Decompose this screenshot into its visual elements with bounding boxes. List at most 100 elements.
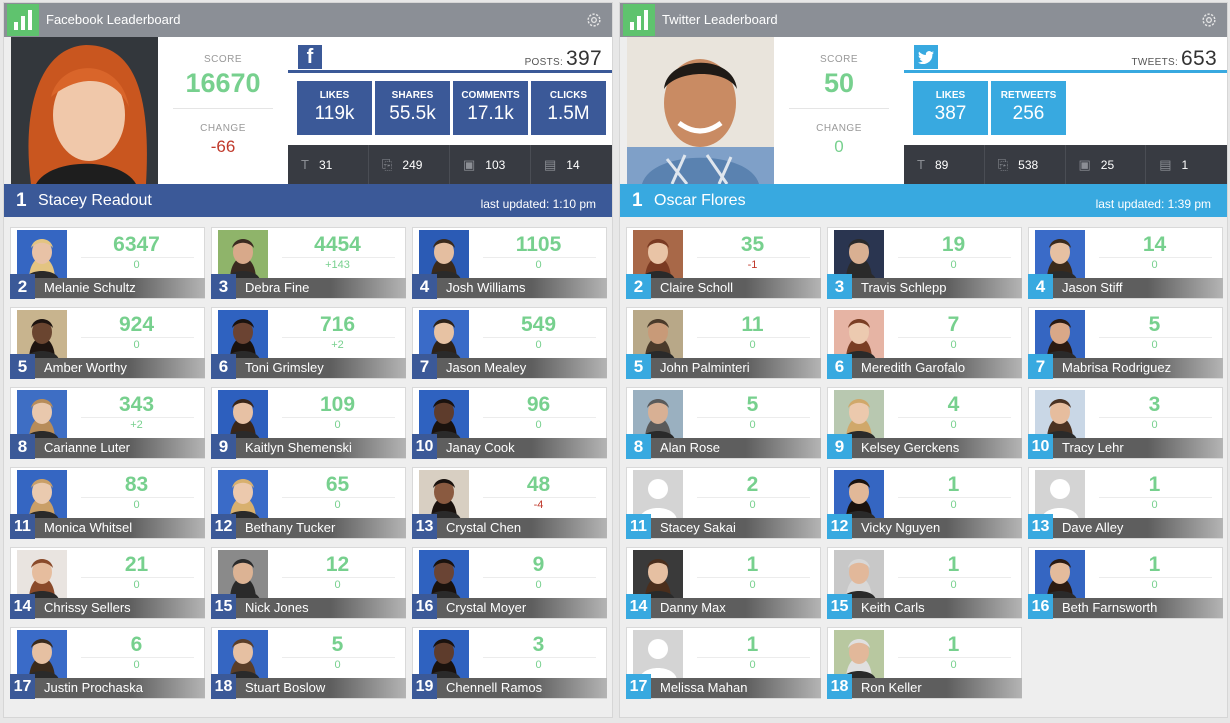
avatar bbox=[218, 470, 268, 520]
rank-badge: 13 bbox=[412, 514, 437, 539]
divider bbox=[697, 577, 810, 578]
card-change: 0 bbox=[133, 259, 140, 271]
ranking-card[interactable]: 14 0 Jason Stiff 4 bbox=[1028, 227, 1223, 299]
social-stats: TWEETS: 653 LIKES 387 RETWEETS 256 T 89 ⎘ 538… bbox=[904, 37, 1227, 184]
avatar bbox=[419, 310, 469, 360]
ranking-card[interactable]: 1 0 Ron Keller 18 bbox=[827, 627, 1022, 699]
card-name: Melanie Schultz bbox=[17, 278, 205, 298]
ranking-card[interactable]: 924 0 Amber Worthy 5 bbox=[10, 307, 205, 379]
ranking-card[interactable]: 65 0 Bethany Tucker 12 bbox=[211, 467, 406, 539]
ranking-card[interactable]: 9 0 Crystal Moyer 16 bbox=[412, 547, 607, 619]
metric-value: 55.5k bbox=[389, 103, 436, 124]
ranking-card[interactable]: 6347 0 Melanie Schultz 2 bbox=[10, 227, 205, 299]
avatar bbox=[1035, 230, 1085, 280]
ranking-card[interactable]: 109 0 Kaitlyn Shemenski 9 bbox=[211, 387, 406, 459]
accent-line bbox=[904, 70, 1227, 73]
ranking-card[interactable]: 11 0 John Palminteri 5 bbox=[626, 307, 821, 379]
divider bbox=[81, 337, 194, 338]
card-score: 21 bbox=[124, 553, 149, 576]
rank-badge: 8 bbox=[10, 434, 35, 459]
ranking-card[interactable]: 83 0 Monica Whitsel 11 bbox=[10, 467, 205, 539]
divider bbox=[81, 257, 194, 258]
ranking-card[interactable]: 549 0 Jason Mealey 7 bbox=[412, 307, 607, 379]
ranking-card[interactable]: 4454 +143 Debra Fine 3 bbox=[211, 227, 406, 299]
ranking-card[interactable]: 7 0 Meredith Garofalo 6 bbox=[827, 307, 1022, 379]
score-box: SCORE 50 CHANGE 0 bbox=[774, 37, 904, 184]
text-icon: T bbox=[301, 157, 309, 172]
ranking-card[interactable]: 1105 0 Josh Williams 4 bbox=[412, 227, 607, 299]
divider bbox=[898, 657, 1011, 658]
ranking-card[interactable]: 1 0 Beth Farnsworth 16 bbox=[1028, 547, 1223, 619]
divider bbox=[81, 657, 194, 658]
divider bbox=[282, 257, 395, 258]
ranking-card[interactable]: 3 0 Chennell Ramos 19 bbox=[412, 627, 607, 699]
rank-badge: 12 bbox=[211, 514, 236, 539]
ranking-card[interactable]: 1 0 Melissa Mahan 17 bbox=[626, 627, 821, 699]
card-score: 2 bbox=[746, 473, 759, 496]
ranking-card[interactable]: 48 -4 Crystal Chen 13 bbox=[412, 467, 607, 539]
avatar bbox=[218, 230, 268, 280]
avatar bbox=[17, 550, 67, 600]
gear-icon[interactable] bbox=[1200, 11, 1218, 29]
count-value: 89 bbox=[934, 157, 949, 172]
card-change: 0 bbox=[1151, 579, 1158, 591]
ranking-card[interactable]: 1 0 Vicky Nguyen 12 bbox=[827, 467, 1022, 539]
rank-badge: 14 bbox=[10, 594, 35, 619]
card-score: 6347 bbox=[113, 233, 160, 256]
bar-chart-icon bbox=[623, 4, 655, 36]
ranking-card[interactable]: 1 0 Danny Max 14 bbox=[626, 547, 821, 619]
rank-badge: 18 bbox=[827, 674, 852, 699]
card-score: 96 bbox=[526, 393, 551, 416]
rank-badge: 11 bbox=[626, 514, 651, 539]
metric-value: 387 bbox=[934, 103, 967, 124]
social-stats: f POSTS: 397 LIKES 119k SHARES 55.5k COMMEN… bbox=[288, 37, 612, 184]
ranking-card[interactable]: 5 0 Alan Rose 8 bbox=[626, 387, 821, 459]
card-name: Dave Alley bbox=[1035, 518, 1223, 538]
twitter-leaderboard-panel: Twitter Leaderboard SCORE 50 CHANGE 0 TW… bbox=[619, 2, 1228, 718]
text-posts: T 89 bbox=[904, 145, 985, 184]
rank-badge: 11 bbox=[10, 514, 35, 539]
ranking-card[interactable]: 3 0 Tracy Lehr 10 bbox=[1028, 387, 1223, 459]
card-score: 11 bbox=[741, 313, 764, 336]
ranking-card[interactable]: 1 0 Dave Alley 13 bbox=[1028, 467, 1223, 539]
photo-icon: ▣ bbox=[463, 156, 476, 172]
ranking-card[interactable]: 716 +2 Toni Grimsley 6 bbox=[211, 307, 406, 379]
gear-icon[interactable] bbox=[585, 11, 603, 29]
posts-value: 397 bbox=[566, 47, 602, 70]
rank-badge: 12 bbox=[827, 514, 852, 539]
rank-badge: 19 bbox=[412, 674, 437, 699]
rank-badge: 4 bbox=[1028, 274, 1053, 299]
ranking-card[interactable]: 2 0 Stacey Sakai 11 bbox=[626, 467, 821, 539]
divider bbox=[282, 657, 395, 658]
avatar bbox=[1035, 390, 1085, 440]
ranking-card[interactable]: 5 0 Mabrisa Rodriguez 7 bbox=[1028, 307, 1223, 379]
photo-posts: ▣ 25 bbox=[1066, 145, 1147, 184]
metric-value: 17.1k bbox=[467, 103, 514, 124]
ranking-card[interactable]: 12 0 Nick Jones 15 bbox=[211, 547, 406, 619]
ranking-card[interactable]: 96 0 Janay Cook 10 bbox=[412, 387, 607, 459]
link-icon: ⎘ bbox=[997, 156, 1009, 172]
avatar bbox=[218, 630, 268, 680]
ranking-card[interactable]: 5 0 Stuart Boslow 18 bbox=[211, 627, 406, 699]
rank-badge: 9 bbox=[827, 434, 852, 459]
card-change: +2 bbox=[130, 419, 143, 431]
ranking-card[interactable]: 21 0 Chrissy Sellers 14 bbox=[10, 547, 205, 619]
card-score: 5 bbox=[746, 393, 759, 416]
rank-badge: 7 bbox=[1028, 354, 1053, 379]
ranking-card[interactable]: 4 0 Kelsey Gerckens 9 bbox=[827, 387, 1022, 459]
card-change: 0 bbox=[749, 419, 756, 431]
card-score: 14 bbox=[1142, 233, 1167, 256]
ranking-card[interactable]: 19 0 Travis Schlepp 3 bbox=[827, 227, 1022, 299]
avatar bbox=[17, 230, 67, 280]
ranking-card[interactable]: 35 -1 Claire Scholl 2 bbox=[626, 227, 821, 299]
divider bbox=[282, 497, 395, 498]
avatar bbox=[633, 550, 683, 600]
ranking-card[interactable]: 1 0 Keith Carls 15 bbox=[827, 547, 1022, 619]
rank-badge: 6 bbox=[827, 354, 852, 379]
photo-posts: ▣ 103 bbox=[450, 145, 531, 184]
ranking-card[interactable]: 6 0 Justin Prochaska 17 bbox=[10, 627, 205, 699]
card-score: 549 bbox=[520, 313, 557, 336]
posts-label: POSTS: bbox=[524, 57, 564, 68]
ranking-card[interactable]: 343 +2 Carianne Luter 8 bbox=[10, 387, 205, 459]
metric-likes: LIKES 387 bbox=[913, 81, 988, 135]
